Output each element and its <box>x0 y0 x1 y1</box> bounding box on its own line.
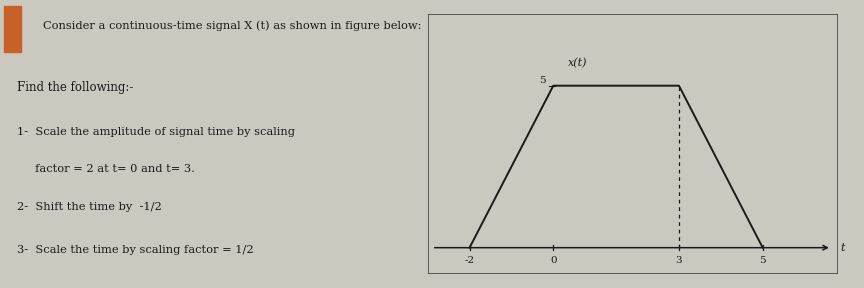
Text: Consider a continuous-time signal X (t) as shown in figure below:: Consider a continuous-time signal X (t) … <box>42 20 421 31</box>
Text: t: t <box>840 243 845 253</box>
Bar <box>4 6 22 52</box>
Text: 5: 5 <box>759 256 766 265</box>
Text: 5: 5 <box>539 76 546 85</box>
Text: x(t): x(t) <box>568 58 588 68</box>
Text: 0: 0 <box>550 256 556 265</box>
Text: 3: 3 <box>676 256 683 265</box>
Text: factor = 2 at t= 0 and t= 3.: factor = 2 at t= 0 and t= 3. <box>17 164 195 174</box>
Text: 2-  Shift the time by  -1/2: 2- Shift the time by -1/2 <box>17 202 162 212</box>
Bar <box>428 14 838 274</box>
Text: Find the following:-: Find the following:- <box>17 81 133 94</box>
Text: -2: -2 <box>465 256 474 265</box>
Text: 1-  Scale the amplitude of signal time by scaling: 1- Scale the amplitude of signal time by… <box>17 127 295 137</box>
Text: 3-  Scale the time by scaling factor = 1/2: 3- Scale the time by scaling factor = 1/… <box>17 245 254 255</box>
